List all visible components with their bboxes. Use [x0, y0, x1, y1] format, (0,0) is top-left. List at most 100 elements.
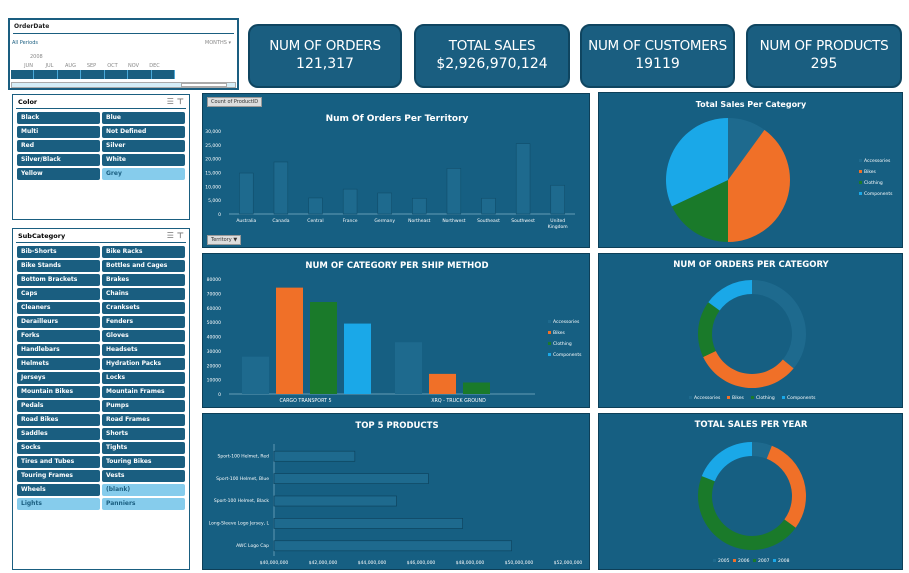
- bar[interactable]: [550, 184, 565, 215]
- bar-clothing[interactable]: [463, 382, 490, 395]
- bar[interactable]: [481, 197, 496, 215]
- slicer-item[interactable]: Saddles: [17, 428, 100, 440]
- slicer-item[interactable]: Bottles and Cages: [102, 260, 185, 272]
- bar-components[interactable]: [344, 323, 371, 394]
- slicer-item[interactable]: Derailleurs: [17, 316, 100, 328]
- y-tick: 40000: [207, 335, 221, 341]
- slice-bikes[interactable]: [728, 129, 790, 242]
- bar-accessories[interactable]: [395, 342, 422, 394]
- slice-accessories[interactable]: [752, 280, 806, 369]
- bar[interactable]: [273, 495, 397, 507]
- slicer-item[interactable]: Black: [17, 112, 100, 124]
- bar-clothing[interactable]: [310, 302, 337, 394]
- territory-filter-button[interactable]: Territory ▼: [207, 235, 242, 245]
- month-tile[interactable]: [128, 70, 152, 79]
- bar[interactable]: [515, 143, 531, 215]
- slicer-item[interactable]: Bike Stands: [17, 260, 100, 272]
- slice-2006[interactable]: [766, 445, 806, 528]
- slice-components[interactable]: [708, 280, 752, 311]
- slicer-item[interactable]: Jerseys: [17, 372, 100, 384]
- slicer-item[interactable]: Silver: [102, 140, 185, 152]
- bar[interactable]: [412, 197, 427, 215]
- slicer-item[interactable]: Bottom Brackets: [17, 274, 100, 286]
- slicer-item[interactable]: Caps: [17, 288, 100, 300]
- bar[interactable]: [273, 450, 356, 462]
- slicer-item[interactable]: Gloves: [102, 330, 185, 342]
- bar-accessories[interactable]: [242, 356, 269, 394]
- bar[interactable]: [377, 192, 392, 215]
- slicer-item[interactable]: Brakes: [102, 274, 185, 286]
- bar[interactable]: [273, 540, 512, 552]
- slicer-item[interactable]: Tights: [102, 442, 185, 454]
- scroll-thumb[interactable]: [181, 83, 227, 87]
- slicer-item[interactable]: Tires and Tubes: [17, 456, 100, 468]
- bar[interactable]: [239, 172, 254, 215]
- slicer-item[interactable]: Forks: [17, 330, 100, 342]
- slicer-item[interactable]: Fenders: [102, 316, 185, 328]
- multi-select-icon[interactable]: ☰: [166, 97, 174, 106]
- month-tile[interactable]: [104, 70, 129, 79]
- slice-clothing[interactable]: [698, 302, 720, 357]
- slicer-item[interactable]: Shorts: [102, 428, 185, 440]
- slicer-item[interactable]: Lights: [17, 498, 100, 510]
- orderdate-timeline[interactable]: OrderDate All Periods MONTHS ▾ 2008 JUN J…: [8, 18, 239, 90]
- month-tile[interactable]: [81, 70, 105, 79]
- slice-2007[interactable]: [698, 476, 796, 550]
- slicer-item[interactable]: White: [102, 154, 185, 166]
- slicer-item[interactable]: Road Bikes: [17, 414, 100, 426]
- slicer-item[interactable]: Mountain Bikes: [17, 386, 100, 398]
- bar[interactable]: [273, 518, 463, 529]
- slicer-item[interactable]: Red: [17, 140, 100, 152]
- slice-2005[interactable]: [752, 442, 772, 459]
- bar[interactable]: [308, 197, 323, 215]
- month-tile[interactable]: [57, 70, 82, 79]
- bar[interactable]: [342, 188, 358, 215]
- bar[interactable]: [446, 168, 462, 215]
- clear-filter-icon[interactable]: ⊤: [176, 97, 184, 106]
- slicer-item[interactable]: (blank): [102, 484, 185, 496]
- slice-components[interactable]: [666, 118, 728, 207]
- slicer-item[interactable]: Chains: [102, 288, 185, 300]
- slicer-item[interactable]: Road Frames: [102, 414, 185, 426]
- slice-2008[interactable]: [701, 442, 752, 482]
- month-tile[interactable]: [34, 70, 58, 79]
- slice-accessories[interactable]: [728, 118, 765, 180]
- slicer-item[interactable]: Silver/Black: [17, 154, 100, 166]
- slicer-item[interactable]: Grey: [102, 168, 185, 180]
- slicer-item[interactable]: Bike Racks: [102, 246, 185, 258]
- bar-bikes[interactable]: [429, 373, 456, 394]
- slice-bikes[interactable]: [703, 351, 794, 388]
- month-tile[interactable]: [11, 70, 35, 79]
- bar[interactable]: [273, 473, 429, 484]
- slicer-item[interactable]: Mountain Frames: [102, 386, 185, 398]
- slicer-item[interactable]: Bib-Shorts: [17, 246, 100, 258]
- slicer-item[interactable]: Touring Frames: [17, 470, 100, 482]
- slicer-item[interactable]: Multi: [17, 126, 100, 138]
- slicer-item[interactable]: Headsets: [102, 344, 185, 356]
- slicer-item[interactable]: Panniers: [102, 498, 185, 510]
- slicer-item[interactable]: Blue: [102, 112, 185, 124]
- slicer-item[interactable]: Wheels: [17, 484, 100, 496]
- multi-select-icon[interactable]: ☰: [166, 231, 174, 240]
- slicer-item[interactable]: Helmets: [17, 358, 100, 370]
- slicer-item[interactable]: Cranksets: [102, 302, 185, 314]
- slicer-item[interactable]: Cleaners: [17, 302, 100, 314]
- slicer-item[interactable]: Pumps: [102, 400, 185, 412]
- slicer-item[interactable]: Touring Bikes: [102, 456, 185, 468]
- timeline-level-dropdown[interactable]: MONTHS ▾: [204, 40, 231, 46]
- slicer-item[interactable]: Hydration Packs: [102, 358, 185, 370]
- field-button[interactable]: Count of ProductID: [207, 97, 263, 107]
- slicer-item[interactable]: Yellow: [17, 168, 100, 180]
- slicer-item[interactable]: Pedals: [17, 400, 100, 412]
- slicer-item[interactable]: Handlebars: [17, 344, 100, 356]
- slicer-item[interactable]: Not Defined: [102, 126, 185, 138]
- bar[interactable]: [273, 161, 289, 215]
- slicer-item[interactable]: Locks: [102, 372, 185, 384]
- slice-clothing[interactable]: [671, 180, 728, 242]
- slicer-item[interactable]: Vests: [102, 470, 185, 482]
- bar-bikes[interactable]: [276, 287, 303, 394]
- clear-filter-icon[interactable]: ⊤: [176, 231, 184, 240]
- timeline-scrollbar[interactable]: [11, 82, 236, 88]
- slicer-item[interactable]: Socks: [17, 442, 100, 454]
- month-tile[interactable]: [151, 70, 175, 79]
